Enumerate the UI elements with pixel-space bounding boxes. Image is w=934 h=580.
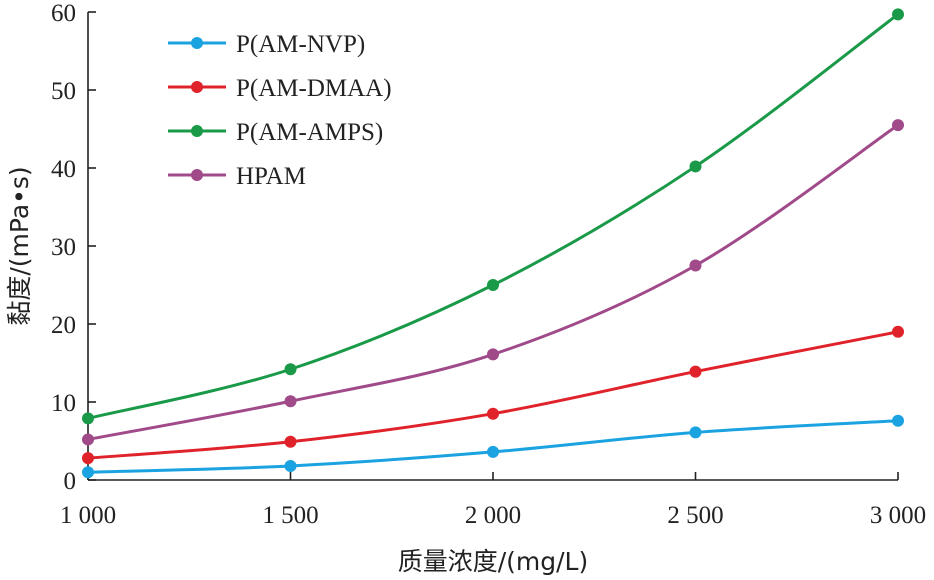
- legend: P(AM-NVP) P(AM-DMAA) P(AM-AMPS) HPAM: [168, 31, 392, 190]
- x-axis-title: 质量浓度/(mg/L): [398, 547, 589, 576]
- series-points: [82, 8, 904, 479]
- data-point: [689, 259, 702, 272]
- data-point: [689, 365, 702, 378]
- data-point: [284, 459, 297, 472]
- legend-marker: [191, 169, 203, 181]
- data-point: [892, 119, 904, 132]
- data-point: [892, 8, 904, 21]
- data-point: [892, 325, 904, 338]
- data-point: [689, 426, 702, 439]
- series-lines: [87, 13, 899, 474]
- legend-label: HPAM: [236, 163, 306, 190]
- data-point: [284, 363, 297, 376]
- legend-marker: [191, 81, 203, 93]
- y-ticks: 0 10 20 30 40 50 60: [51, 0, 96, 495]
- x-tick-label: 2 000: [465, 502, 521, 529]
- y-tick-label: 60: [51, 0, 76, 27]
- data-point: [487, 279, 499, 291]
- legend-label: P(AM-AMPS): [236, 119, 383, 146]
- data-point: [689, 160, 702, 173]
- data-point: [82, 466, 94, 479]
- y-tick-label: 10: [51, 390, 76, 417]
- y-tick-label: 0: [64, 468, 77, 495]
- legend-label: P(AM-DMAA): [236, 75, 392, 102]
- x-tick-label: 3 000: [870, 502, 926, 529]
- x-tick-label: 1 000: [60, 502, 116, 529]
- data-point: [892, 414, 904, 427]
- data-point: [284, 435, 297, 448]
- y-axis-title: 黏度/(mPa•s): [5, 166, 34, 325]
- data-point: [284, 395, 297, 408]
- data-point: [82, 412, 94, 425]
- x-tick-label: 2 500: [667, 502, 723, 529]
- y-tick-label: 20: [51, 312, 76, 339]
- y-tick-label: 40: [51, 156, 76, 183]
- data-point: [82, 452, 94, 465]
- x-ticks: 1 000 1 500 2 000 2 500 3 000: [60, 472, 926, 529]
- data-point: [487, 348, 499, 361]
- legend-marker: [191, 125, 203, 137]
- x-tick-label: 1 500: [262, 502, 318, 529]
- data-point: [487, 407, 499, 420]
- legend-marker: [191, 37, 203, 49]
- y-tick-label: 50: [51, 78, 76, 105]
- data-point: [82, 433, 94, 446]
- data-point: [487, 445, 499, 458]
- y-tick-label: 30: [51, 234, 76, 261]
- legend-label: P(AM-NVP): [236, 31, 365, 58]
